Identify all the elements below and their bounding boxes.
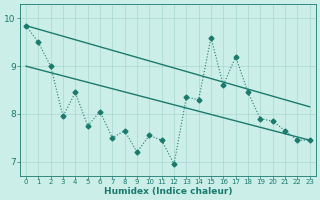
X-axis label: Humidex (Indice chaleur): Humidex (Indice chaleur) — [104, 187, 232, 196]
